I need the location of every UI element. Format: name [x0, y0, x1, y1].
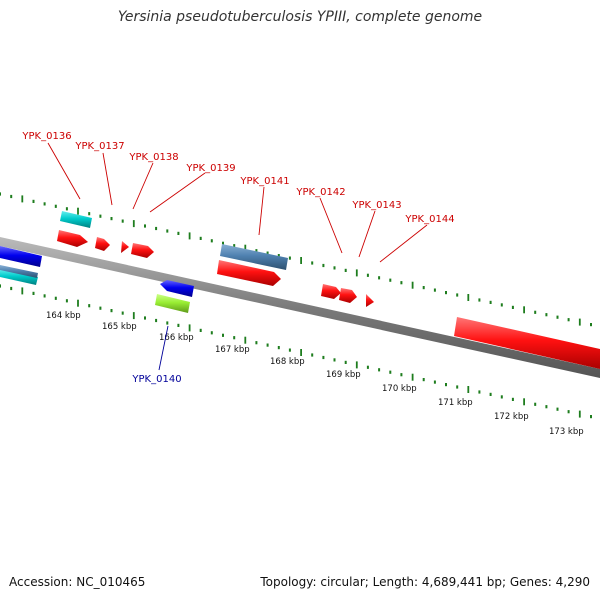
- leader-line: [379, 224, 428, 263]
- gene-cyan-left[interactable]: [0, 269, 38, 285]
- gene-label-ypk-0136[interactable]: YPK_0136: [21, 131, 71, 142]
- gene-label-ypk-0139[interactable]: YPK_0139: [185, 163, 235, 174]
- leader-line: [47, 142, 81, 200]
- scale-label: 165 kbp: [102, 322, 137, 332]
- gene-ypk-0138-arrow[interactable]: [121, 241, 129, 253]
- feature-lime[interactable]: [155, 294, 190, 313]
- scale-label: 173 kbp: [549, 427, 584, 437]
- gene-label-ypk-0141[interactable]: YPK_0141: [239, 176, 289, 187]
- leader-line: [319, 197, 343, 254]
- leader-line: [102, 152, 113, 206]
- gene-label-ypk-0138[interactable]: YPK_0138: [128, 152, 178, 163]
- leader-line: [149, 172, 206, 213]
- gene-ypk-0143-arrow[interactable]: [339, 288, 357, 303]
- rna-feature-cyan[interactable]: [60, 211, 92, 228]
- accession-text: Accession: NC_010465: [9, 575, 146, 589]
- leader-line: [132, 162, 154, 210]
- gene-ypk-0136-arrow[interactable]: [57, 230, 88, 247]
- forward-strand-features: [57, 211, 600, 369]
- scale-label: 167 kbp: [215, 345, 250, 355]
- leader-line-ypk-0140: [158, 325, 169, 371]
- gene-label-ypk-0144[interactable]: YPK_0144: [404, 214, 454, 225]
- gene-ypk-0140-arrow[interactable]: [160, 280, 194, 297]
- genome-title: Yersinia pseudotuberculosis YPIII, compl…: [117, 9, 483, 25]
- scale-label: 170 kbp: [382, 384, 417, 394]
- gene-ypk-0142-arrow[interactable]: [321, 284, 341, 299]
- feature-steel-blue[interactable]: [220, 244, 288, 270]
- gene-label-ypk-0140[interactable]: YPK_0140: [131, 374, 181, 385]
- scale-label: 164 kbp: [46, 311, 81, 321]
- large-gene-arrow[interactable]: [454, 317, 600, 369]
- gene-ypk-0141-arrow[interactable]: [217, 260, 281, 286]
- reverse-tick-track: [0, 284, 592, 419]
- leader-line: [358, 210, 376, 258]
- scale-labels: 164 kbp 165 kbp 166 kbp 167 kbp 168 kbp …: [46, 311, 584, 437]
- forward-gene-labels: YPK_0136 YPK_0137 YPK_0138 YPK_0139 YPK_…: [21, 131, 454, 225]
- scale-label: 166 kbp: [159, 333, 194, 343]
- forward-label-leaders: [47, 142, 428, 263]
- gene-steel-left[interactable]: [0, 265, 38, 278]
- genome-backbone: [0, 237, 600, 378]
- gene-label-ypk-0137[interactable]: YPK_0137: [74, 141, 124, 152]
- scale-label: 169 kbp: [326, 370, 361, 380]
- gene-label-ypk-0142[interactable]: YPK_0142: [295, 187, 345, 198]
- scale-label: 172 kbp: [494, 412, 529, 422]
- gene-label-ypk-0143[interactable]: YPK_0143: [351, 200, 401, 211]
- gene-ypk-0144-arrow[interactable]: [366, 294, 374, 307]
- reverse-strand-features: [0, 246, 194, 313]
- forward-tick-track: [0, 192, 592, 327]
- gene-ypk-0139-arrow[interactable]: [131, 243, 154, 258]
- gene-blue-left[interactable]: [0, 246, 42, 267]
- genome-summary-text: Topology: circular; Length: 4,689,441 bp…: [260, 575, 590, 589]
- gene-ypk-0137-arrow[interactable]: [95, 237, 110, 251]
- scale-label: 171 kbp: [438, 398, 473, 408]
- scale-label: 168 kbp: [270, 357, 305, 367]
- leader-line: [258, 186, 265, 236]
